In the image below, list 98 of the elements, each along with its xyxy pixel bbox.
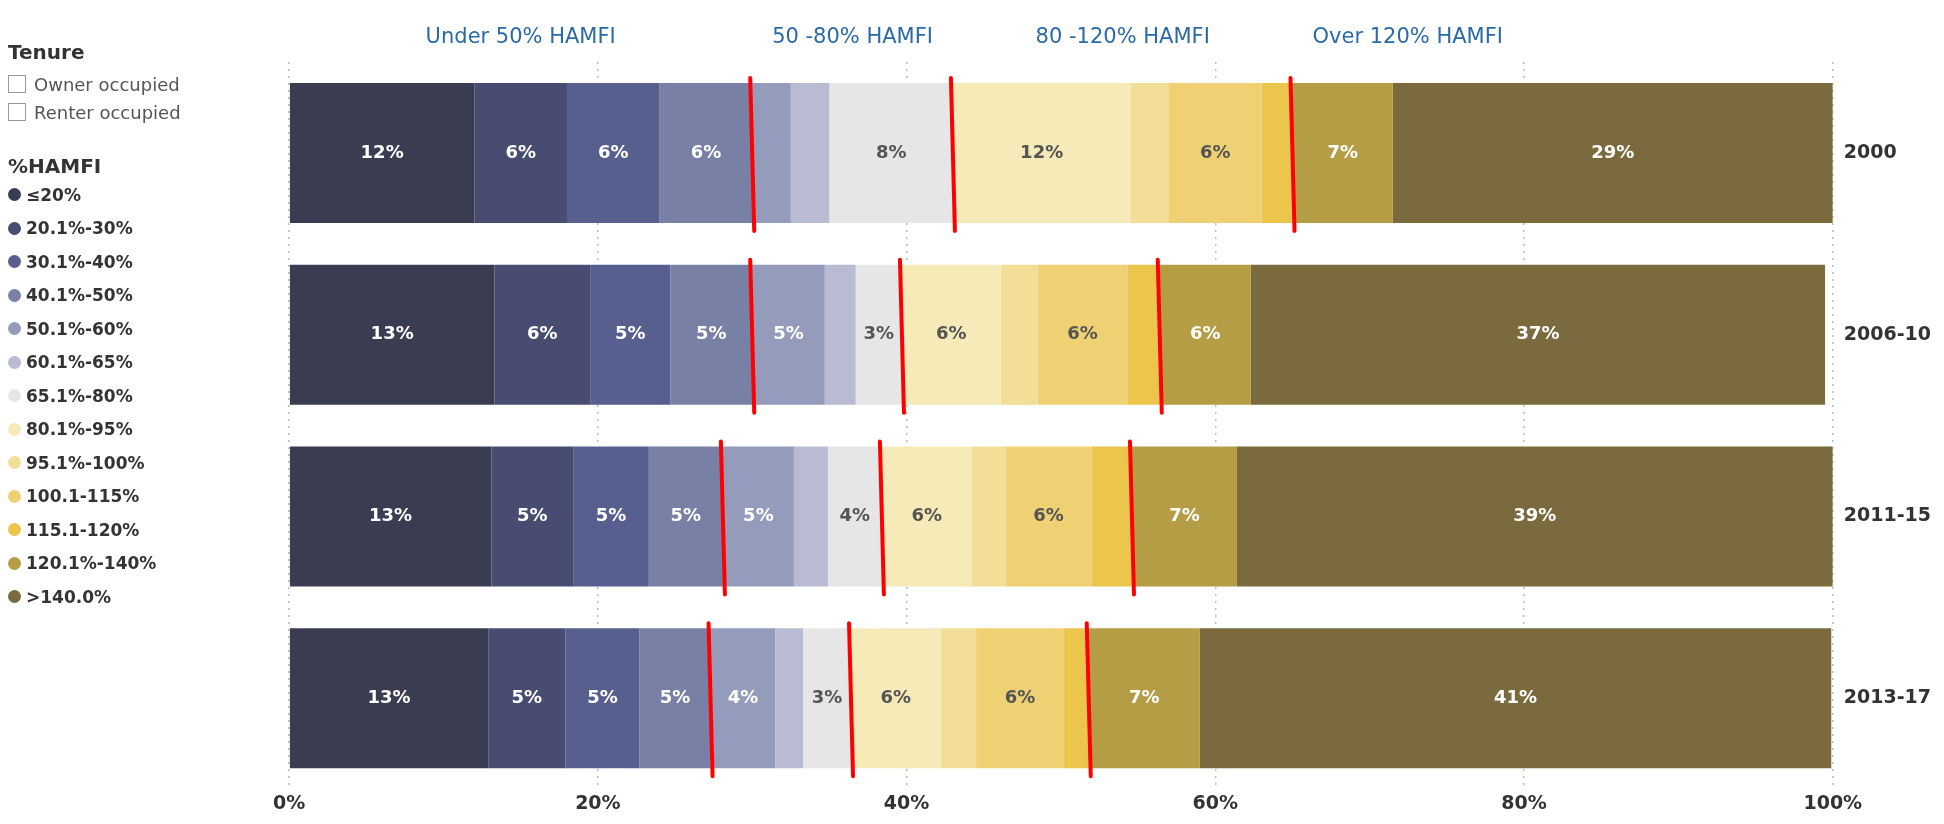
text: Under 50% HAMFI xyxy=(425,24,616,49)
bar xyxy=(289,264,495,405)
data-label: 6% xyxy=(1190,322,1221,344)
bar xyxy=(1236,446,1833,587)
legend-label: 20.1%-30% xyxy=(26,218,133,239)
bar xyxy=(491,446,574,587)
data-label: 5% xyxy=(595,504,627,526)
legend-label: ≤20% xyxy=(26,184,81,205)
legend-label: 65.1%-80% xyxy=(26,385,133,406)
y-tick-label: 2011-15 xyxy=(1843,503,1932,526)
y-tick-label: 2013-17 xyxy=(1843,685,1932,708)
bar xyxy=(573,446,649,587)
bar xyxy=(793,446,828,587)
data-label: 5% xyxy=(516,504,548,526)
legend-label: >140.0% xyxy=(26,586,112,607)
bar xyxy=(1250,264,1826,405)
text: 50 -80% HAMFI xyxy=(772,24,933,49)
data-label: 5% xyxy=(659,685,691,707)
bar xyxy=(565,628,640,769)
bar xyxy=(289,446,492,587)
data-label: 5% xyxy=(511,685,543,707)
data-label: 4% xyxy=(839,504,871,526)
legend-label: 95.1%-100% xyxy=(26,452,145,473)
data-label: 6% xyxy=(598,140,629,162)
data-label: 6% xyxy=(880,685,912,707)
data-label: 13% xyxy=(370,322,414,344)
text: Renter occupied xyxy=(34,101,181,123)
data-label: 6% xyxy=(1200,140,1231,162)
data-label: 6% xyxy=(936,322,967,344)
legend-label: 115.1-120% xyxy=(26,519,140,540)
data-label: 7% xyxy=(1129,685,1160,707)
data-label: 7% xyxy=(1169,504,1200,526)
data-label: 41% xyxy=(1494,685,1538,707)
data-label: 3% xyxy=(811,685,843,707)
bar xyxy=(566,82,660,223)
bar xyxy=(1037,264,1128,405)
bar xyxy=(1005,446,1092,587)
data-label: 5% xyxy=(696,322,727,344)
x-tick-label: 40% xyxy=(883,790,930,813)
data-label: 5% xyxy=(773,322,804,344)
y-tick-label: 2006-10 xyxy=(1843,321,1932,344)
bar xyxy=(976,628,1065,769)
data-label: 12% xyxy=(1020,140,1064,162)
x-tick-label: 100% xyxy=(1803,790,1863,813)
data-label: 5% xyxy=(743,504,774,526)
data-label: 5% xyxy=(615,322,646,344)
legend-title: %HAMFI xyxy=(8,154,103,178)
legend-label: 30.1%-40% xyxy=(26,251,133,272)
data-label: 6% xyxy=(527,322,558,344)
data-label: 13% xyxy=(369,504,413,526)
bar xyxy=(494,264,591,405)
bar xyxy=(1392,82,1833,223)
bar xyxy=(824,264,856,405)
bar xyxy=(940,628,977,769)
bar xyxy=(1130,82,1170,223)
legend-label: 60.1%-65% xyxy=(26,352,133,373)
x-tick-label: 60% xyxy=(1192,790,1239,813)
bar xyxy=(474,82,567,223)
text: Tenure xyxy=(8,40,86,64)
bar xyxy=(775,628,804,769)
bar xyxy=(1000,264,1038,405)
text: Owner occupied xyxy=(34,73,180,95)
bar xyxy=(289,82,475,223)
bar xyxy=(1199,628,1832,769)
data-label: 6% xyxy=(505,140,536,162)
data-label: 37% xyxy=(1516,322,1560,344)
data-label: 5% xyxy=(670,504,702,526)
data-label: 39% xyxy=(1513,504,1557,526)
bar xyxy=(1169,82,1262,223)
data-label: 8% xyxy=(875,140,907,162)
data-label: 5% xyxy=(587,685,618,707)
bar xyxy=(590,264,671,405)
text: Over 120% HAMFI xyxy=(1312,24,1503,49)
bar xyxy=(289,628,489,769)
data-label: 6% xyxy=(1067,322,1098,344)
data-label: 13% xyxy=(367,685,411,707)
data-label: 6% xyxy=(1004,685,1036,707)
data-label: 6% xyxy=(1033,504,1064,526)
data-label: 29% xyxy=(1591,140,1635,162)
legend-label: 50.1%-60% xyxy=(26,318,133,339)
legend-label: 40.1%-50% xyxy=(26,285,133,306)
data-label: 6% xyxy=(911,504,942,526)
y-tick-label: 2000 xyxy=(1843,139,1897,162)
data-label: 3% xyxy=(863,322,895,344)
legend-label: 100.1-115% xyxy=(26,486,140,507)
bar xyxy=(790,82,830,223)
x-tick-label: 20% xyxy=(575,790,621,813)
bar xyxy=(488,628,566,769)
x-tick-label: 80% xyxy=(1501,790,1547,813)
data-label: 4% xyxy=(727,685,759,707)
legend-label: 80.1%-95% xyxy=(26,419,133,440)
data-label: 6% xyxy=(690,140,722,162)
bar xyxy=(971,446,1006,587)
data-label: 7% xyxy=(1327,140,1358,162)
data-label: 12% xyxy=(360,140,404,162)
x-tick-label: 0% xyxy=(273,790,306,813)
text: 80 -120% HAMFI xyxy=(1035,24,1210,49)
legend-label: 120.1%-140% xyxy=(26,553,157,574)
